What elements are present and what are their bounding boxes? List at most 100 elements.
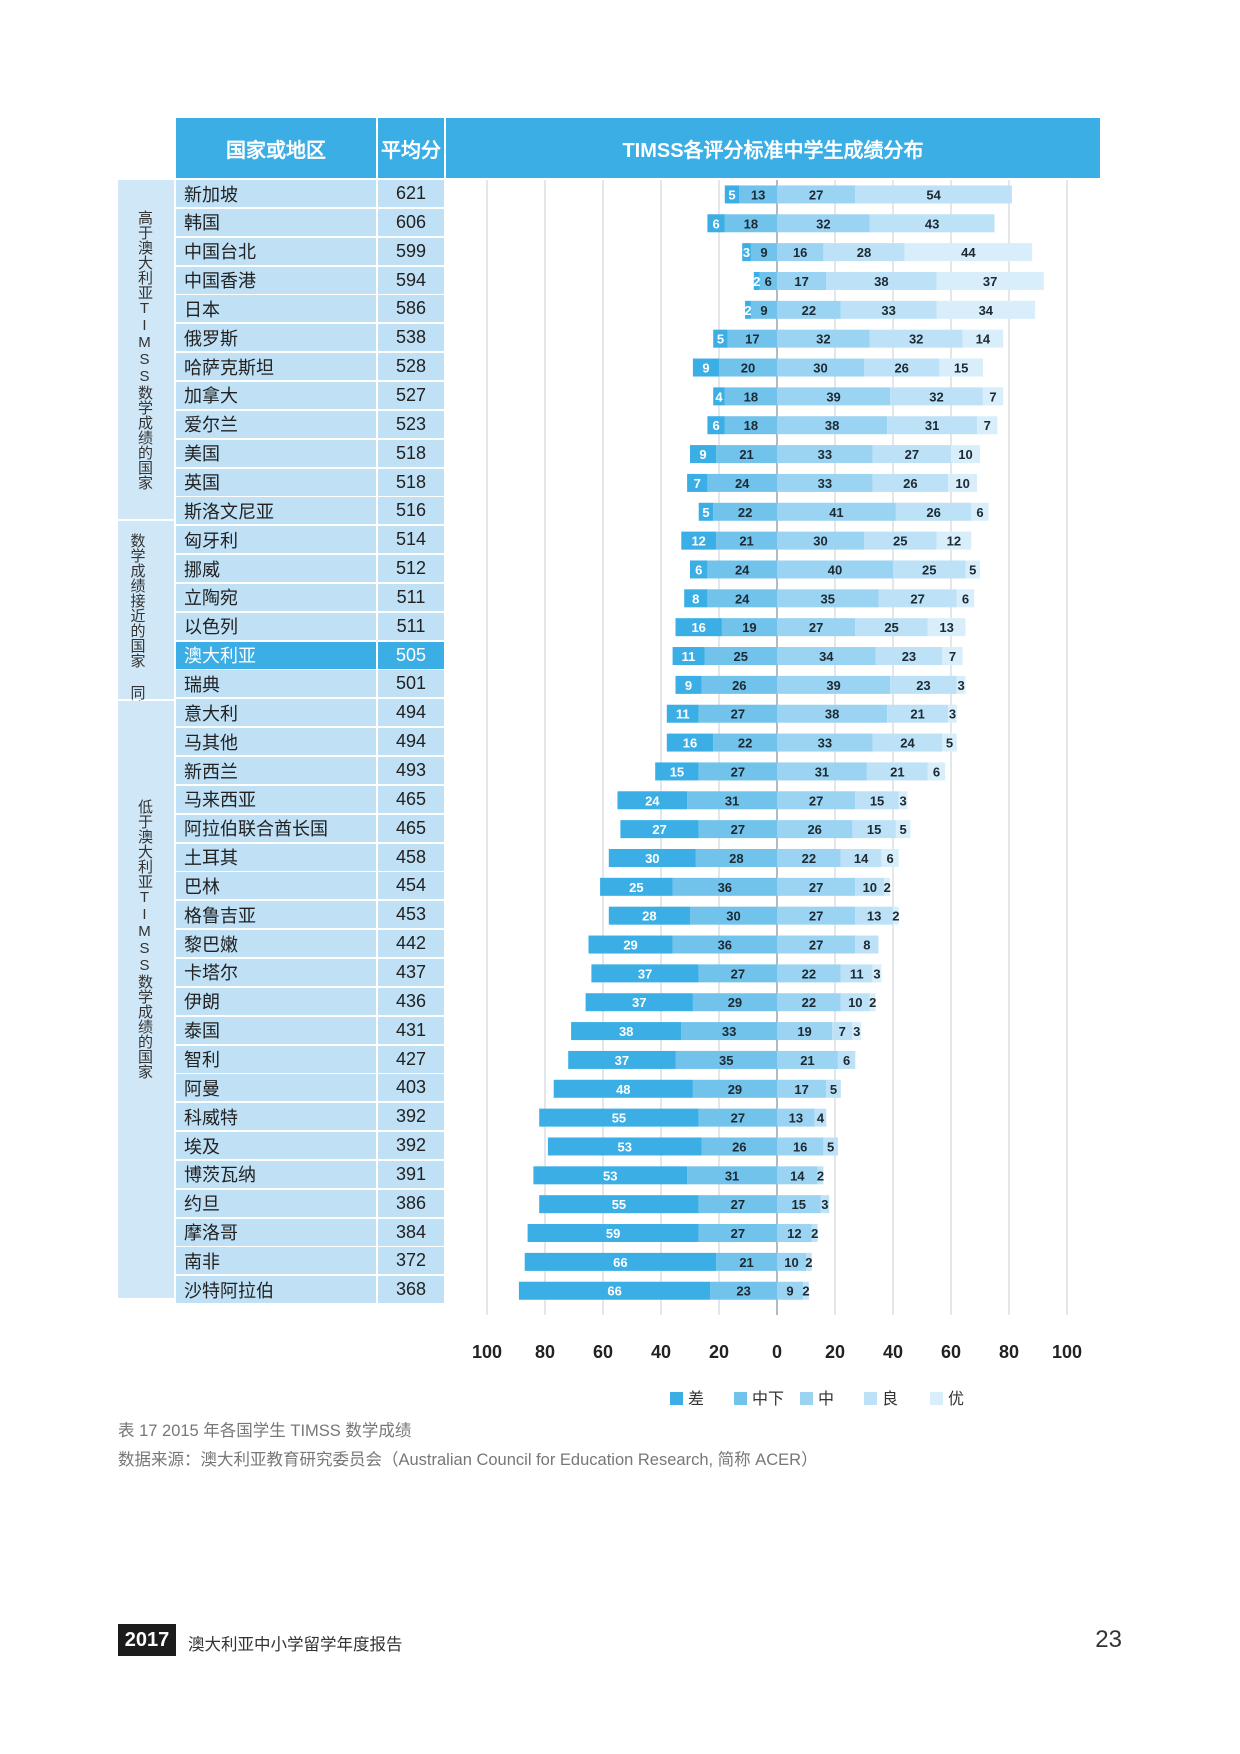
bar-segment — [881, 848, 899, 867]
bar-segment — [777, 1079, 827, 1098]
data-label: 27 — [731, 1111, 745, 1126]
page-number: 23 — [1095, 1626, 1122, 1653]
country-cell: 新加坡 — [176, 180, 376, 207]
country-cell: 卡塔尔 — [176, 958, 376, 986]
x-tick-label: 20 — [709, 1342, 729, 1362]
bar-segment — [777, 675, 891, 694]
data-label: 36 — [718, 880, 732, 895]
bar-segment — [840, 993, 870, 1012]
footer-title: 澳大利亚中小学留学年度报告 — [188, 1636, 403, 1654]
bar-segment — [823, 1137, 838, 1156]
data-label: 2 — [744, 303, 751, 318]
bar-segment — [692, 358, 719, 377]
x-tick-label: 20 — [825, 1342, 845, 1362]
bar-segment — [777, 935, 856, 954]
data-label: 26 — [732, 678, 746, 693]
data-label: 11 — [850, 966, 864, 981]
data-label: 13 — [789, 1111, 803, 1126]
bar-segment — [852, 1022, 862, 1041]
country-cell: 立陶宛 — [176, 583, 376, 611]
data-label: 53 — [603, 1168, 617, 1183]
data-label: 14 — [790, 1168, 805, 1183]
data-label: 6 — [886, 851, 893, 866]
data-label: 9 — [699, 447, 706, 462]
data-label: 34 — [979, 303, 994, 318]
data-label: 2 — [884, 880, 891, 895]
country-cell: 阿拉伯联合酋长国 — [176, 814, 376, 842]
x-tick-label: 80 — [999, 1342, 1019, 1362]
data-label: 44 — [961, 245, 976, 260]
bar-segment — [655, 762, 699, 781]
bar-segment — [869, 329, 963, 348]
bar-segment — [893, 906, 899, 925]
data-label: 28 — [857, 245, 871, 260]
bar-segment — [898, 791, 908, 810]
average-score-cell: 494 — [378, 728, 444, 756]
bar-segment — [777, 791, 856, 810]
bar-segment — [872, 445, 951, 464]
data-label: 6 — [976, 505, 983, 520]
bar-segment — [855, 877, 885, 896]
data-label: 38 — [825, 707, 839, 722]
data-label: 2 — [802, 1284, 809, 1299]
bar-segment — [777, 416, 888, 435]
data-label: 24 — [735, 476, 750, 491]
bar-segment — [701, 1137, 777, 1156]
average-score-cell: 511 — [378, 583, 444, 611]
data-label: 28 — [729, 851, 743, 866]
data-label: 39 — [826, 389, 840, 404]
data-label: 27 — [731, 966, 745, 981]
average-score-cell: 523 — [378, 410, 444, 438]
country-cell: 马其他 — [176, 728, 376, 756]
bar-segment — [698, 964, 777, 983]
data-label: 32 — [816, 216, 830, 231]
bar-segment — [777, 877, 856, 896]
bar-segment — [965, 560, 980, 579]
bar-segment — [675, 1050, 777, 1069]
data-label: 19 — [797, 1024, 811, 1039]
bar-segment — [936, 531, 972, 550]
data-label: 39 — [826, 678, 840, 693]
data-label: 12 — [691, 534, 705, 549]
average-score-cell: 494 — [378, 699, 444, 727]
data-label: 31 — [925, 418, 939, 433]
average-score-cell: 501 — [378, 670, 444, 698]
bar-segment — [887, 416, 978, 435]
bar-segment — [539, 1108, 699, 1127]
bar-segment — [777, 502, 896, 521]
data-label: 5 — [969, 562, 976, 577]
average-score-cell: 384 — [378, 1218, 444, 1246]
group-above: 高于澳大利亚TIMSS数学成绩的国家 — [118, 180, 174, 519]
data-label: 15 — [870, 793, 884, 808]
table-caption: 表 17 2015 年各国学生 TIMSS 数学成绩 — [118, 1422, 412, 1440]
data-label: 21 — [739, 447, 753, 462]
data-label: 21 — [739, 534, 753, 549]
bar-segment — [672, 935, 777, 954]
bar-segment — [672, 877, 777, 896]
data-label: 4 — [715, 389, 723, 404]
x-tick-label: 60 — [593, 1342, 613, 1362]
bar-segment — [777, 589, 879, 608]
bar-segment — [553, 1079, 693, 1098]
country-cell: 黎巴嫩 — [176, 930, 376, 958]
bar-segment — [759, 271, 777, 290]
data-label: 14 — [854, 851, 869, 866]
legend-swatch — [800, 1392, 813, 1405]
bar-segment — [872, 733, 943, 752]
data-label: 24 — [900, 736, 915, 751]
bar-segment — [739, 185, 777, 204]
data-label: 33 — [818, 476, 832, 491]
bar-segment — [777, 1281, 804, 1300]
x-tick-label: 100 — [1052, 1342, 1082, 1362]
data-label: 6 — [843, 1053, 850, 1068]
bar-segment — [777, 1166, 818, 1185]
data-label: 24 — [735, 562, 750, 577]
bar-segment — [695, 848, 777, 867]
bar-segment — [777, 329, 870, 348]
data-label: 22 — [802, 966, 816, 981]
bar-segment — [571, 1022, 682, 1041]
data-label: 21 — [910, 707, 924, 722]
data-label: 40 — [828, 562, 842, 577]
data-label: 14 — [976, 332, 991, 347]
